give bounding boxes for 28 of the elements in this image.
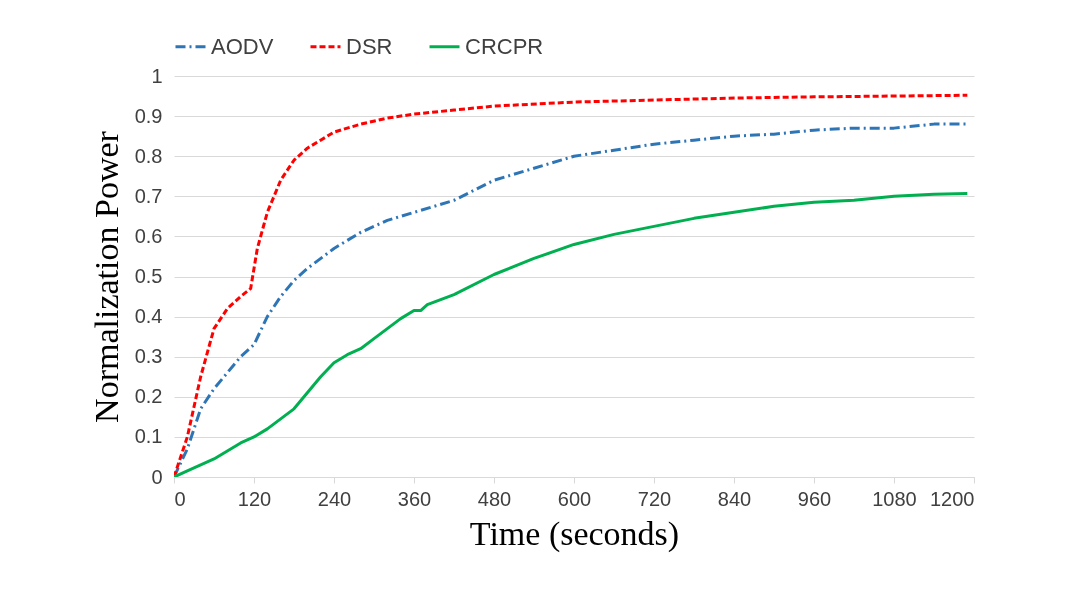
x-tick-label: 1080: [872, 487, 917, 510]
y-tick-label: 0: [151, 465, 163, 488]
x-tick-label: 120: [237, 487, 272, 510]
y-tick-label: 1: [151, 64, 163, 87]
y-tick-label: 0.1: [134, 425, 163, 448]
y-axis-title: Normalization Power: [87, 130, 125, 423]
legend-label: DSR: [346, 33, 393, 59]
x-tick-label: 240: [317, 487, 352, 510]
x-axis-title: Time (seconds): [469, 514, 680, 553]
y-tick-label: 0.8: [134, 144, 163, 167]
x-tick-label: 960: [797, 487, 832, 510]
x-tick-label: 600: [557, 487, 592, 510]
x-tick-label: 0: [174, 487, 186, 510]
y-tick-label: 0.6: [134, 224, 163, 247]
legend-label: AODV: [211, 33, 274, 59]
y-tick-label: 0.3: [134, 345, 163, 368]
y-tick-label: 0.5: [134, 265, 163, 287]
y-tick-label: 0.9: [134, 104, 163, 127]
x-tick-label: 720: [637, 487, 672, 510]
line-series: [174, 191, 969, 477]
x-tick-label: 480: [477, 487, 512, 510]
x-tick-label: 1200: [930, 487, 975, 510]
y-tick-label: 0.2: [134, 385, 163, 408]
y-tick-label: 0.4: [134, 305, 163, 328]
x-tick-label: 360: [397, 487, 432, 510]
x-tick-label: 840: [717, 487, 752, 510]
legend-label: CRCPR: [465, 33, 544, 59]
y-tick-label: 0.7: [134, 184, 163, 207]
